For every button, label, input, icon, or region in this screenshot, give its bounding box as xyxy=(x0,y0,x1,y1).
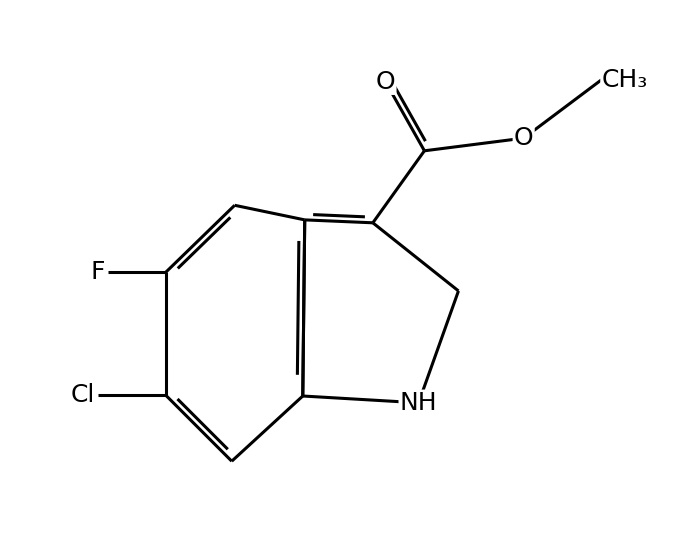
Text: NH: NH xyxy=(400,391,437,415)
Text: F: F xyxy=(90,261,105,285)
Text: CH₃: CH₃ xyxy=(601,68,648,92)
Text: Cl: Cl xyxy=(71,383,95,407)
Text: O: O xyxy=(514,126,533,150)
Text: O: O xyxy=(376,70,395,93)
